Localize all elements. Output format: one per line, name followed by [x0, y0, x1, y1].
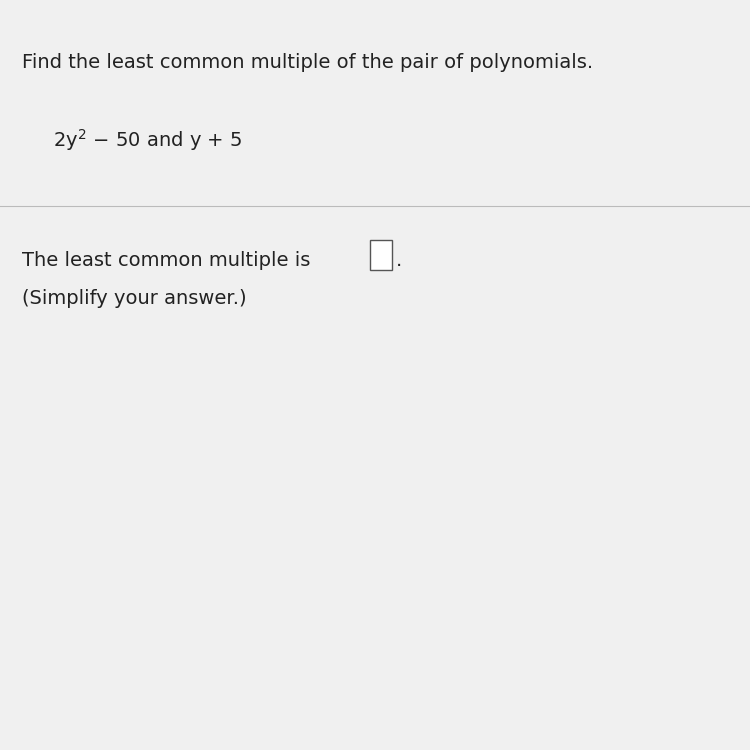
FancyBboxPatch shape: [370, 240, 392, 270]
Text: $\mathregular{2y^2}$ $-$ 50 and y $+$ 5: $\mathregular{2y^2}$ $-$ 50 and y $+$ 5: [53, 128, 242, 154]
Text: The least common multiple is: The least common multiple is: [22, 251, 317, 270]
Text: Find the least common multiple of the pair of polynomials.: Find the least common multiple of the pa…: [22, 53, 594, 71]
Text: .: .: [396, 251, 402, 270]
Text: (Simplify your answer.): (Simplify your answer.): [22, 289, 248, 308]
